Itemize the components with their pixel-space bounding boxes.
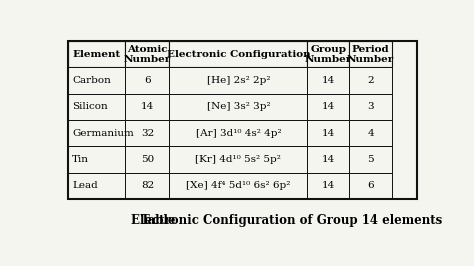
Text: Lead: Lead <box>72 181 98 190</box>
Bar <box>307 94 349 120</box>
Text: [Xe] 4f⁴ 5d¹⁰ 6s² 6p²: [Xe] 4f⁴ 5d¹⁰ 6s² 6p² <box>186 181 291 190</box>
Text: 14: 14 <box>141 102 154 111</box>
Text: [Ar] 3d¹⁰ 4s² 4p²: [Ar] 3d¹⁰ 4s² 4p² <box>195 129 281 138</box>
Bar <box>125 173 170 199</box>
Text: 4: 4 <box>367 129 374 138</box>
Bar <box>349 41 392 67</box>
Text: [He] 2s² 2p²: [He] 2s² 2p² <box>207 76 270 85</box>
Text: 6: 6 <box>144 76 151 85</box>
Text: 5: 5 <box>367 155 374 164</box>
Text: 14: 14 <box>322 155 335 164</box>
Bar <box>169 173 307 199</box>
Bar <box>68 120 125 146</box>
Bar <box>307 67 349 94</box>
Text: 6: 6 <box>367 181 374 190</box>
Bar <box>68 41 418 199</box>
Text: Period
Number: Period Number <box>347 45 394 64</box>
Bar <box>307 146 349 173</box>
Text: 3: 3 <box>367 102 374 111</box>
Bar <box>125 67 170 94</box>
Text: 82: 82 <box>141 181 154 190</box>
Bar <box>349 67 392 94</box>
Text: Germanium: Germanium <box>72 129 134 138</box>
Bar <box>169 120 307 146</box>
Bar <box>349 173 392 199</box>
Bar <box>125 94 170 120</box>
Bar <box>169 41 307 67</box>
Text: 14: 14 <box>322 76 335 85</box>
Text: 50: 50 <box>141 155 154 164</box>
Text: Group
Number: Group Number <box>305 45 352 64</box>
Bar <box>307 41 349 67</box>
Bar <box>125 41 170 67</box>
Bar <box>68 94 125 120</box>
Text: Element: Element <box>72 50 120 59</box>
Bar <box>349 146 392 173</box>
Bar <box>169 67 307 94</box>
Bar <box>349 94 392 120</box>
Bar <box>125 146 170 173</box>
Bar <box>169 146 307 173</box>
Text: Tin: Tin <box>72 155 89 164</box>
Bar <box>307 173 349 199</box>
Text: [Kr] 4d¹⁰ 5s² 5p²: [Kr] 4d¹⁰ 5s² 5p² <box>195 155 281 164</box>
Text: Carbon: Carbon <box>72 76 111 85</box>
Bar <box>307 120 349 146</box>
Text: 14: 14 <box>322 129 335 138</box>
Text: Silicon: Silicon <box>72 102 108 111</box>
Bar <box>68 146 125 173</box>
Text: Table: Table <box>141 214 176 227</box>
Text: 14: 14 <box>322 181 335 190</box>
Bar <box>349 120 392 146</box>
Bar <box>169 94 307 120</box>
Bar <box>125 120 170 146</box>
Text: Electronic Configuration of Group 14 elements: Electronic Configuration of Group 14 ele… <box>131 214 443 227</box>
Text: [Ne] 3s² 3p²: [Ne] 3s² 3p² <box>207 102 270 111</box>
Text: 2: 2 <box>367 76 374 85</box>
Bar <box>68 41 125 67</box>
Text: Atomic
Number: Atomic Number <box>124 45 171 64</box>
Text: 32: 32 <box>141 129 154 138</box>
Text: Electronic Configuration: Electronic Configuration <box>166 50 310 59</box>
Bar <box>68 67 125 94</box>
Bar <box>68 173 125 199</box>
Text: 14: 14 <box>322 102 335 111</box>
